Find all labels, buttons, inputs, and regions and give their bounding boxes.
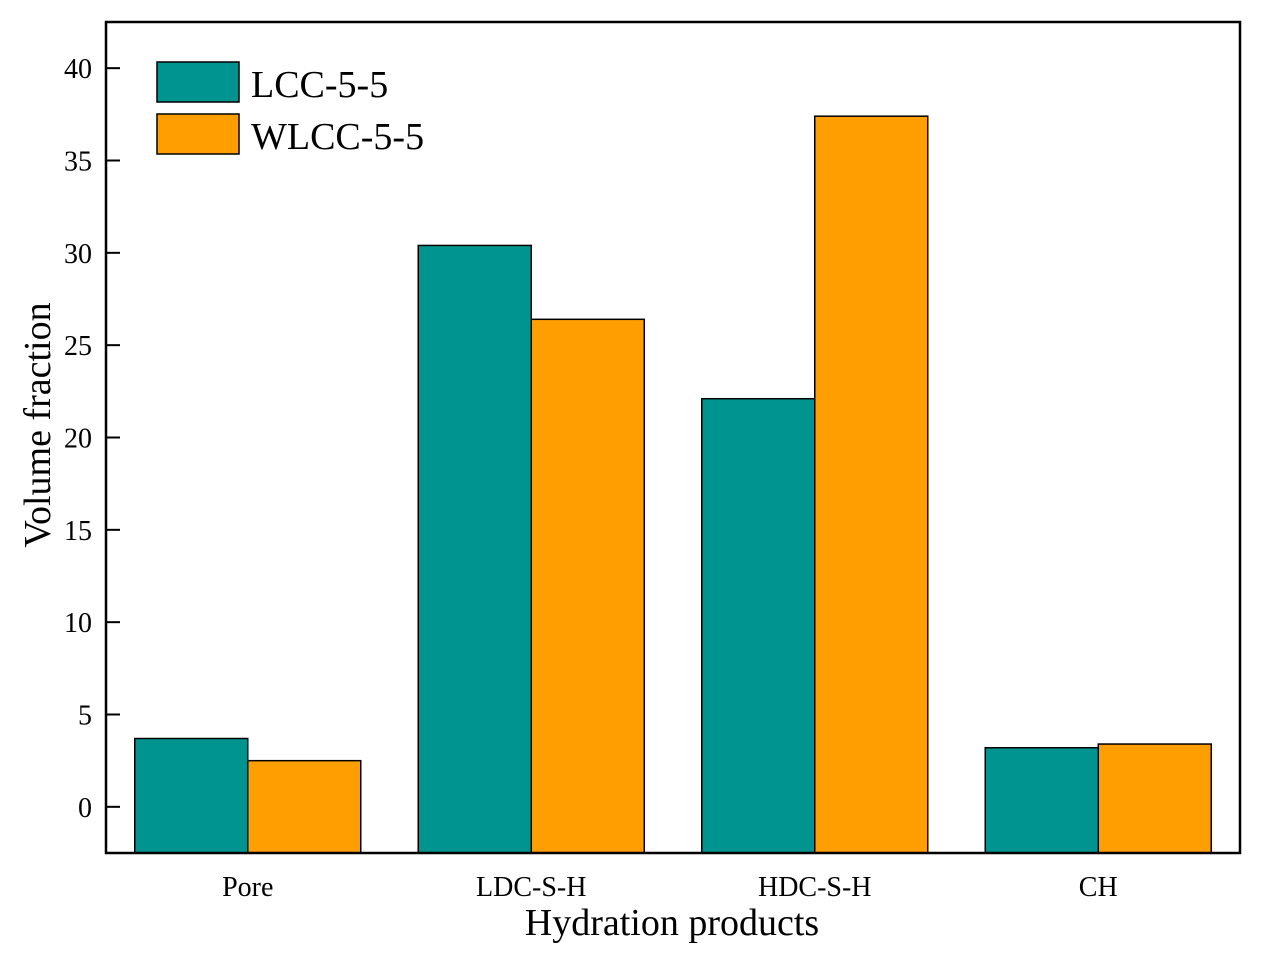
y-tick-label-25: 25 bbox=[64, 331, 92, 362]
x-tick-label-ch: CH bbox=[1079, 872, 1118, 903]
y-tick-label-10: 10 bbox=[64, 608, 92, 639]
bar-wlcc-5-5-hdc-s-h bbox=[814, 115, 929, 854]
x-axis: Pore LDC-S-H HDC-S-H CH bbox=[222, 872, 1118, 903]
bar-lcc-5-5-pore bbox=[134, 737, 249, 854]
y-tick-label-40: 40 bbox=[64, 54, 92, 85]
legend-swatch-wlcc bbox=[156, 113, 240, 155]
legend-label-lcc: LCC-5-5 bbox=[251, 64, 388, 106]
legend: LCC-5-5 WLCC-5-5 bbox=[156, 61, 424, 158]
legend-label-wlcc: WLCC-5-5 bbox=[251, 116, 424, 158]
y-axis-title: Volume fraction bbox=[17, 302, 59, 547]
y-tick-label-15: 15 bbox=[64, 516, 92, 547]
x-tick-label-hdc-s-h: HDC-S-H bbox=[758, 872, 872, 903]
y-tick-label-35: 35 bbox=[64, 147, 92, 178]
y-tick-label-20: 20 bbox=[64, 424, 92, 455]
bar-wlcc-5-5-pore bbox=[247, 759, 362, 854]
legend-swatch-lcc bbox=[156, 61, 240, 103]
bar-lcc-5-5-ch bbox=[984, 746, 1099, 854]
y-tick-label-5: 5 bbox=[78, 701, 92, 732]
y-axis: 0 5 10 15 20 25 30 35 40 bbox=[64, 54, 120, 824]
x-axis-title: Hydration products bbox=[525, 902, 819, 944]
bar-wlcc-5-5-ldc-s-h bbox=[530, 318, 645, 854]
y-tick-label-30: 30 bbox=[64, 239, 92, 270]
x-tick-label-ldc-s-h: LDC-S-H bbox=[476, 872, 586, 903]
bar-wlcc-5-5-ch bbox=[1097, 743, 1212, 854]
x-tick-label-pore: Pore bbox=[222, 872, 273, 903]
y-tick-label-0: 0 bbox=[78, 793, 92, 824]
bars-group bbox=[134, 115, 1212, 854]
bar-lcc-5-5-ldc-s-h bbox=[417, 244, 532, 854]
bar-lcc-5-5-hdc-s-h bbox=[701, 397, 816, 854]
